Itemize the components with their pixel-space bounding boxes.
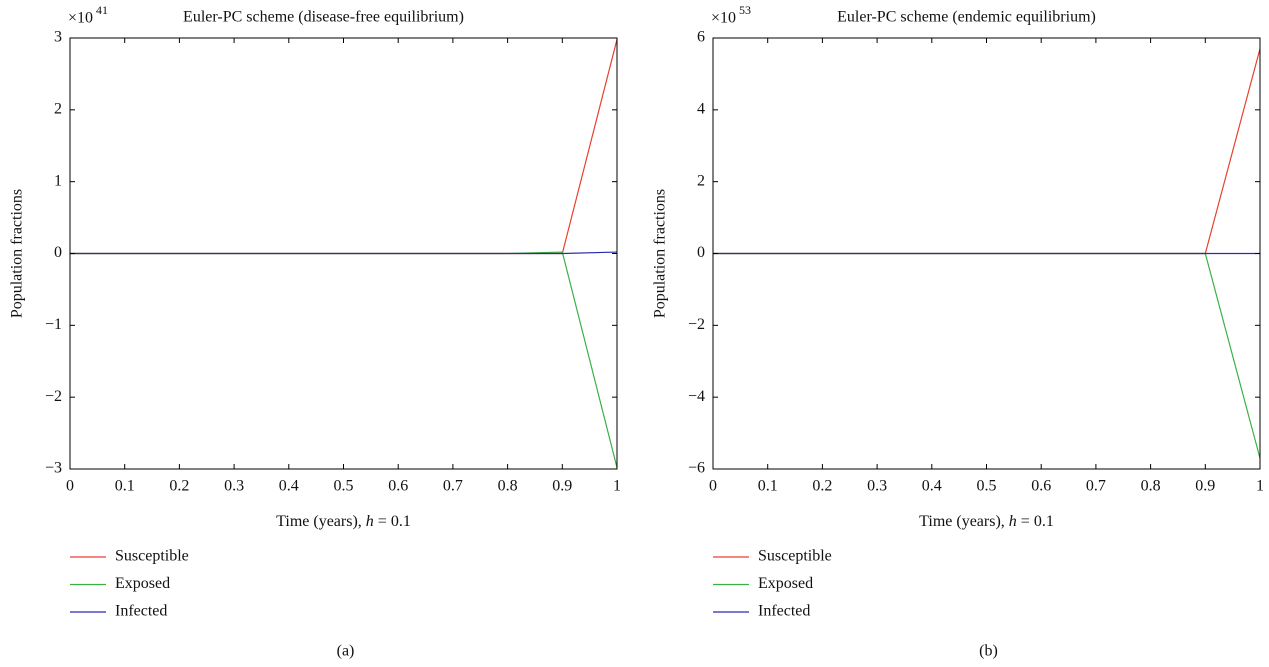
legend-label: Exposed: [115, 575, 170, 592]
y-tick-label: −3: [45, 460, 62, 477]
x-axis-label-part: Time (years),: [919, 513, 1009, 530]
x-tick-label: 1: [1256, 478, 1264, 495]
chart-panel: −3 −2 −1 0 1 2 3 0 0.1 0.2 0.3 0.4 0.5 0.6 0.7 0.8 0.9 1 E…: [9, 3, 621, 660]
x-tick-label: 0.7: [1086, 478, 1106, 495]
y-tick-label: 2: [54, 101, 62, 118]
x-axis-label-part: = 0.1: [1017, 513, 1054, 530]
x-tick-label: 0.9: [1195, 478, 1215, 495]
series-line: [70, 39, 618, 255]
series-line: [70, 251, 618, 468]
y-tick-label: −6: [688, 460, 705, 477]
y-tick-label: 3: [54, 29, 62, 46]
panel-label: (a): [337, 643, 355, 660]
scale-exponent: 53: [739, 3, 751, 17]
legend-label: Exposed: [758, 575, 813, 592]
legend-label: Susceptible: [115, 548, 189, 565]
x-axis-label-part: h: [366, 513, 374, 530]
chart-title: Euler-PC scheme (endemic equilibrium): [837, 9, 1096, 26]
x-tick-label: 0.2: [812, 478, 832, 495]
y-tick-label: 0: [54, 244, 62, 261]
x-tick-label: 0.4: [279, 478, 299, 495]
chart-title: Euler-PC scheme (disease-free equilibriu…: [183, 9, 464, 26]
series-line: [713, 48, 1261, 255]
y-tick-label: 6: [697, 29, 705, 46]
x-tick-label: 0.5: [977, 478, 997, 495]
x-tick-label: 0.5: [334, 478, 354, 495]
legend-label: Infected: [115, 603, 167, 620]
x-tick-label: 0.6: [1031, 478, 1051, 495]
chart-panel: −6 −4 −2 0 2 4 6 0 0.1 0.2 0.3 0.4 0.5 0.6 0.7 0.8 0.9 1 E…: [652, 3, 1264, 660]
x-axis-label-part: = 0.1: [374, 513, 411, 530]
y-tick-label: 2: [697, 172, 705, 189]
y-tick-label: 0: [697, 244, 705, 261]
x-tick-label: 0: [66, 478, 74, 495]
y-tick-label: 1: [54, 172, 62, 189]
x-axis-label: Time (years), h = 0.1: [919, 513, 1054, 530]
series-line: [713, 252, 1261, 459]
y-axis-label: Population fractions: [9, 189, 26, 318]
x-tick-label: 0.7: [443, 478, 463, 495]
x-tick-label: 0.1: [115, 478, 135, 495]
x-tick-label: 0.3: [867, 478, 887, 495]
x-tick-label: 0.8: [498, 478, 518, 495]
x-tick-label: 0: [709, 478, 717, 495]
x-tick-label: 0.2: [169, 478, 189, 495]
y-tick-label: −2: [688, 316, 705, 333]
x-axis-label-part: h: [1009, 513, 1017, 530]
y-tick-label: 4: [697, 101, 705, 118]
x-tick-label: 0.6: [388, 478, 408, 495]
legend-label: Susceptible: [758, 548, 832, 565]
scale-base: ×10: [68, 10, 93, 27]
x-axis-label-part: Time (years),: [276, 513, 366, 530]
series-line: [70, 251, 618, 255]
legend-label: Infected: [758, 603, 810, 620]
scale-exponent: 41: [96, 3, 108, 17]
x-tick-label: 0.1: [758, 478, 778, 495]
x-tick-label: 0.9: [552, 478, 572, 495]
x-tick-label: 1: [613, 478, 621, 495]
x-axis-label: Time (years), h = 0.1: [276, 513, 411, 530]
x-tick-label: 0.4: [922, 478, 942, 495]
x-tick-label: 0.3: [224, 478, 244, 495]
y-tick-label: −1: [45, 316, 62, 333]
panel-label: (b): [979, 643, 998, 660]
y-tick-label: −4: [688, 388, 705, 405]
y-tick-label: −2: [45, 388, 62, 405]
scale-base: ×10: [711, 10, 736, 27]
x-tick-label: 0.8: [1141, 478, 1161, 495]
y-axis-label: Population fractions: [652, 189, 669, 318]
